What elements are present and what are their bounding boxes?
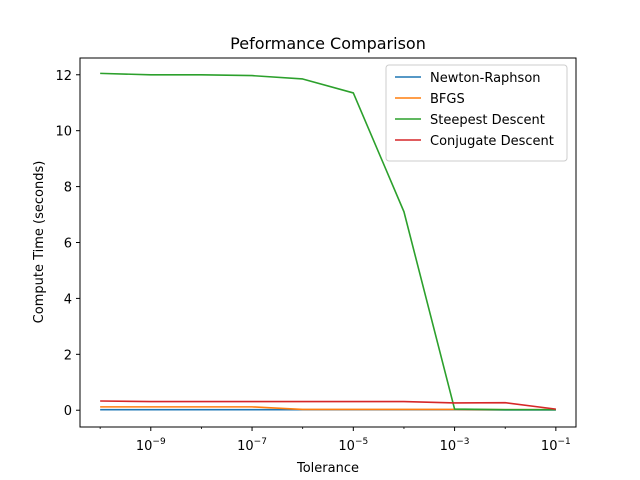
legend: Newton-Raphson BFGS Steepest Descent Conjug… [385,64,568,162]
legend-box [385,64,568,162]
x-tick-label-base: 10 [440,439,457,454]
legend-label-newton-raphson: Newton-Raphson [430,71,541,86]
y-tick-label: 2 [64,348,72,363]
x-tick-label-exponent: −7 [254,437,267,447]
x-tick-label-base: 10 [237,439,254,454]
x-tick-label-exponent: −5 [355,437,368,447]
x-tick-label: 10−1 [541,437,571,454]
plot-lines [100,72,556,411]
y-tick-label: 8 [64,181,72,196]
legend-label-bfgs: BFGS [430,92,465,107]
legend-label-steepest-descent: Steepest Descent [430,113,545,128]
y-tick-label: 10 [55,125,72,140]
x-axis-ticks: 10−9 10−7 10−5 10−3 10−1 [99,427,571,454]
y-tick-label: 0 [64,404,72,419]
legend-label-conjugate-descent: Conjugate Descent [430,134,554,149]
y-tick-label: 6 [64,237,72,252]
y-tick-label: 12 [55,69,72,84]
x-tick-label-exponent: −1 [557,437,570,447]
chart-title: Peformance Comparison [230,34,426,53]
x-tick-label: 10−3 [440,437,470,454]
series-line-steepest-descent [100,72,556,411]
x-tick-label-exponent: −3 [456,437,469,447]
series-line-conjugate-descent [100,400,556,410]
x-tick-label-base: 10 [136,439,153,454]
y-axis-title: Compute Time (seconds) [32,161,47,324]
x-tick-label-exponent: −9 [152,437,166,447]
x-tick-label: 10−9 [136,437,166,454]
x-tick-label: 10−5 [338,437,368,454]
y-tick-label: 4 [64,292,72,307]
y-axis-ticks: 0 2 4 6 8 10 12 [55,69,80,419]
x-axis-title: Tolerance [296,461,359,476]
x-tick-label-base: 10 [541,439,558,454]
x-tick-label: 10−7 [237,437,267,454]
x-tick-label-base: 10 [338,439,355,454]
